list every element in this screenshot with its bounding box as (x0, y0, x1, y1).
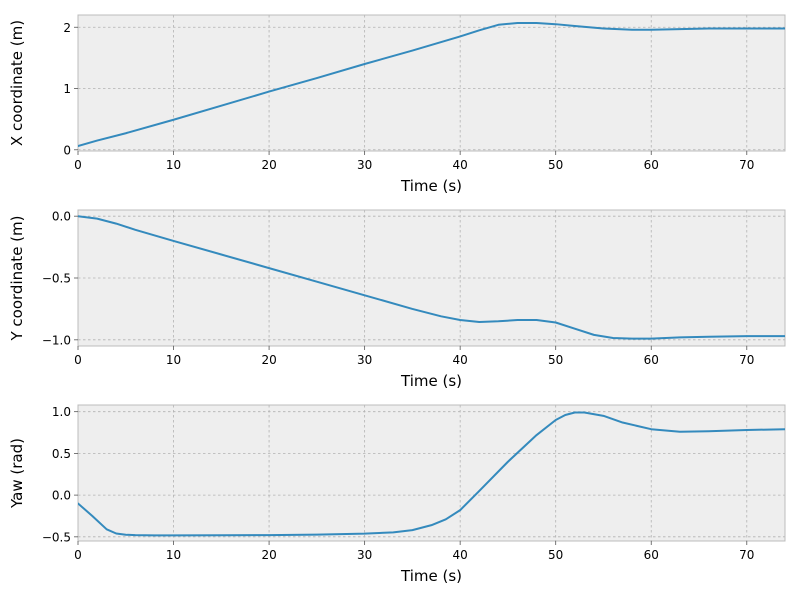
x-tick-label: 10 (166, 158, 181, 172)
plot-area (78, 210, 785, 346)
x-tick-label: 20 (261, 353, 276, 367)
x-tick-label: 70 (739, 158, 754, 172)
plot-frame (77, 404, 786, 542)
x-tick-label: 50 (548, 353, 563, 367)
y-tick-label: 1 (63, 82, 71, 96)
plot-area (78, 405, 785, 541)
x-tick-label: 0 (74, 353, 82, 367)
x-tick-label: 20 (261, 548, 276, 562)
x-axis-label: Time (s) (400, 567, 462, 585)
x-tick-label: 70 (739, 353, 754, 367)
x-tick-label: 0 (74, 548, 82, 562)
x-tick-label: 0 (74, 158, 82, 172)
x-tick-label: 60 (644, 353, 659, 367)
series-line (78, 411, 785, 537)
y-tick-label: 0.5 (52, 447, 71, 461)
x-axis-label: Time (s) (400, 177, 462, 195)
x-tick-label: 60 (644, 548, 659, 562)
x-tick-label: 50 (548, 548, 563, 562)
series-line (78, 215, 785, 340)
chart-panel-3: 0 10 20 30 40 50 60 70 1.0 0.5 0.0 −0.5 Time (s) Yaw … (8, 404, 786, 585)
x-tick-label: 40 (453, 353, 468, 367)
y-axis-label: X coordinate (m) (8, 20, 26, 146)
x-tick-label: 20 (261, 158, 276, 172)
x-tick-label: 30 (357, 548, 372, 562)
y-tick-label: −0.5 (42, 530, 71, 544)
x-tick-label: 30 (357, 353, 372, 367)
y-tick-label: 0.0 (52, 489, 71, 503)
y-tick-label: −0.5 (42, 272, 71, 286)
y-tick-label: 0 (63, 143, 71, 157)
y-tick-label: 1.0 (52, 405, 71, 419)
y-tick-label: 0.0 (52, 210, 71, 224)
series-line (78, 21, 785, 148)
y-axis-label: Yaw (rad) (8, 438, 26, 509)
chart-panel-1: 0 10 20 30 40 50 60 70 0 1 2 Time (s) X coordinate (… (8, 14, 786, 195)
x-axis-label: Time (s) (400, 372, 462, 390)
x-tick-label: 30 (357, 158, 372, 172)
x-tick-label: 70 (739, 548, 754, 562)
y-tick-label: 2 (63, 21, 71, 35)
y-axis-label: Y coordinate (m) (8, 215, 26, 341)
x-tick-label: 40 (453, 158, 468, 172)
chart-panel-2: 0 10 20 30 40 50 60 70 0.0 −0.5 −1.0 Time (s) Y coor… (8, 209, 786, 390)
x-tick-label: 50 (548, 158, 563, 172)
plot-frame (77, 14, 786, 152)
x-tick-label: 40 (453, 548, 468, 562)
x-tick-label: 60 (644, 158, 659, 172)
x-tick-label: 10 (166, 548, 181, 562)
plot-area (78, 15, 785, 151)
x-tick-label: 10 (166, 353, 181, 367)
y-tick-label: −1.0 (42, 333, 71, 347)
